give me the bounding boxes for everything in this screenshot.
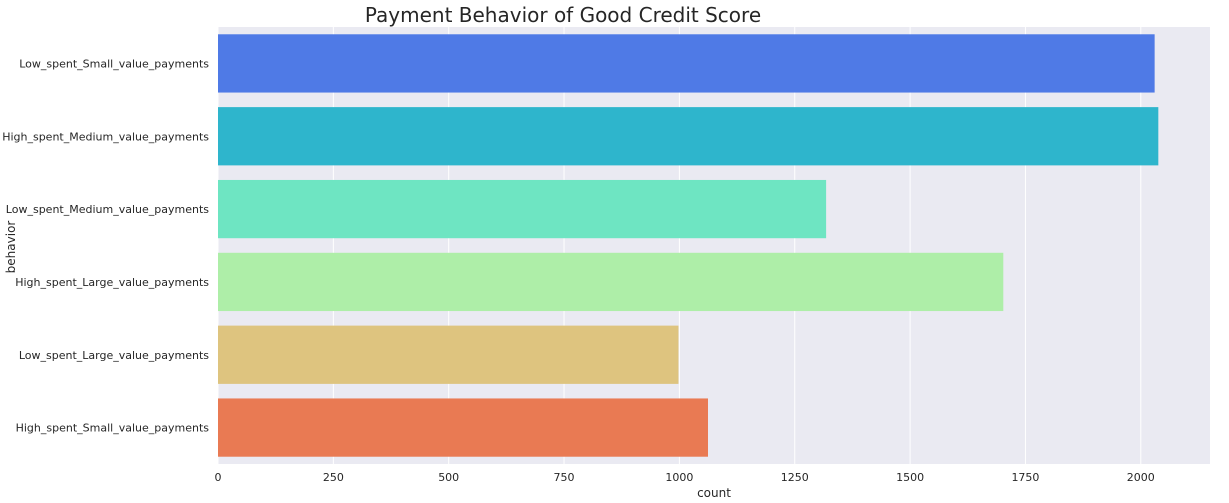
x-tick-label: 2000 bbox=[1127, 471, 1155, 484]
y-tick-label: High_spent_Medium_value_payments bbox=[2, 130, 209, 143]
y-tick-labels: Low_spent_Small_value_payments High_spent… bbox=[2, 57, 209, 434]
gridlines bbox=[217, 27, 1142, 464]
bar bbox=[218, 252, 1004, 312]
y-tick-label: Low_spent_Large_value_payments bbox=[19, 349, 209, 362]
y-tick-label: Low_spent_Small_value_payments bbox=[19, 57, 209, 70]
x-tick-label: 1750 bbox=[1011, 471, 1039, 484]
bar bbox=[218, 107, 1159, 166]
bar bbox=[218, 398, 709, 457]
y-axis-label: behavior bbox=[4, 221, 18, 274]
x-tick-label: 250 bbox=[323, 471, 344, 484]
bars bbox=[218, 34, 1159, 457]
x-tick-label: 1000 bbox=[665, 471, 693, 484]
x-axis-label: count bbox=[697, 486, 731, 500]
x-tick-label: 500 bbox=[438, 471, 459, 484]
y-tick-label: High_spent_Small_value_payments bbox=[16, 422, 210, 435]
y-tick-label: High_spent_Large_value_payments bbox=[15, 276, 209, 289]
x-tick-labels: 0 250 500 750 1000 1250 1500 1750 2000 bbox=[215, 471, 1155, 484]
x-tick-label: 750 bbox=[554, 471, 575, 484]
x-tick-label: 1250 bbox=[781, 471, 809, 484]
bar bbox=[218, 325, 679, 384]
y-tick-label: Low_spent_Medium_value_payments bbox=[6, 203, 209, 216]
x-tick-label: 1500 bbox=[896, 471, 924, 484]
bar bbox=[218, 179, 827, 239]
chart-title: Payment Behavior of Good Credit Score bbox=[365, 3, 761, 27]
plot-area bbox=[218, 27, 1210, 464]
x-tick-label: 0 bbox=[215, 471, 222, 484]
bar bbox=[218, 34, 1155, 93]
